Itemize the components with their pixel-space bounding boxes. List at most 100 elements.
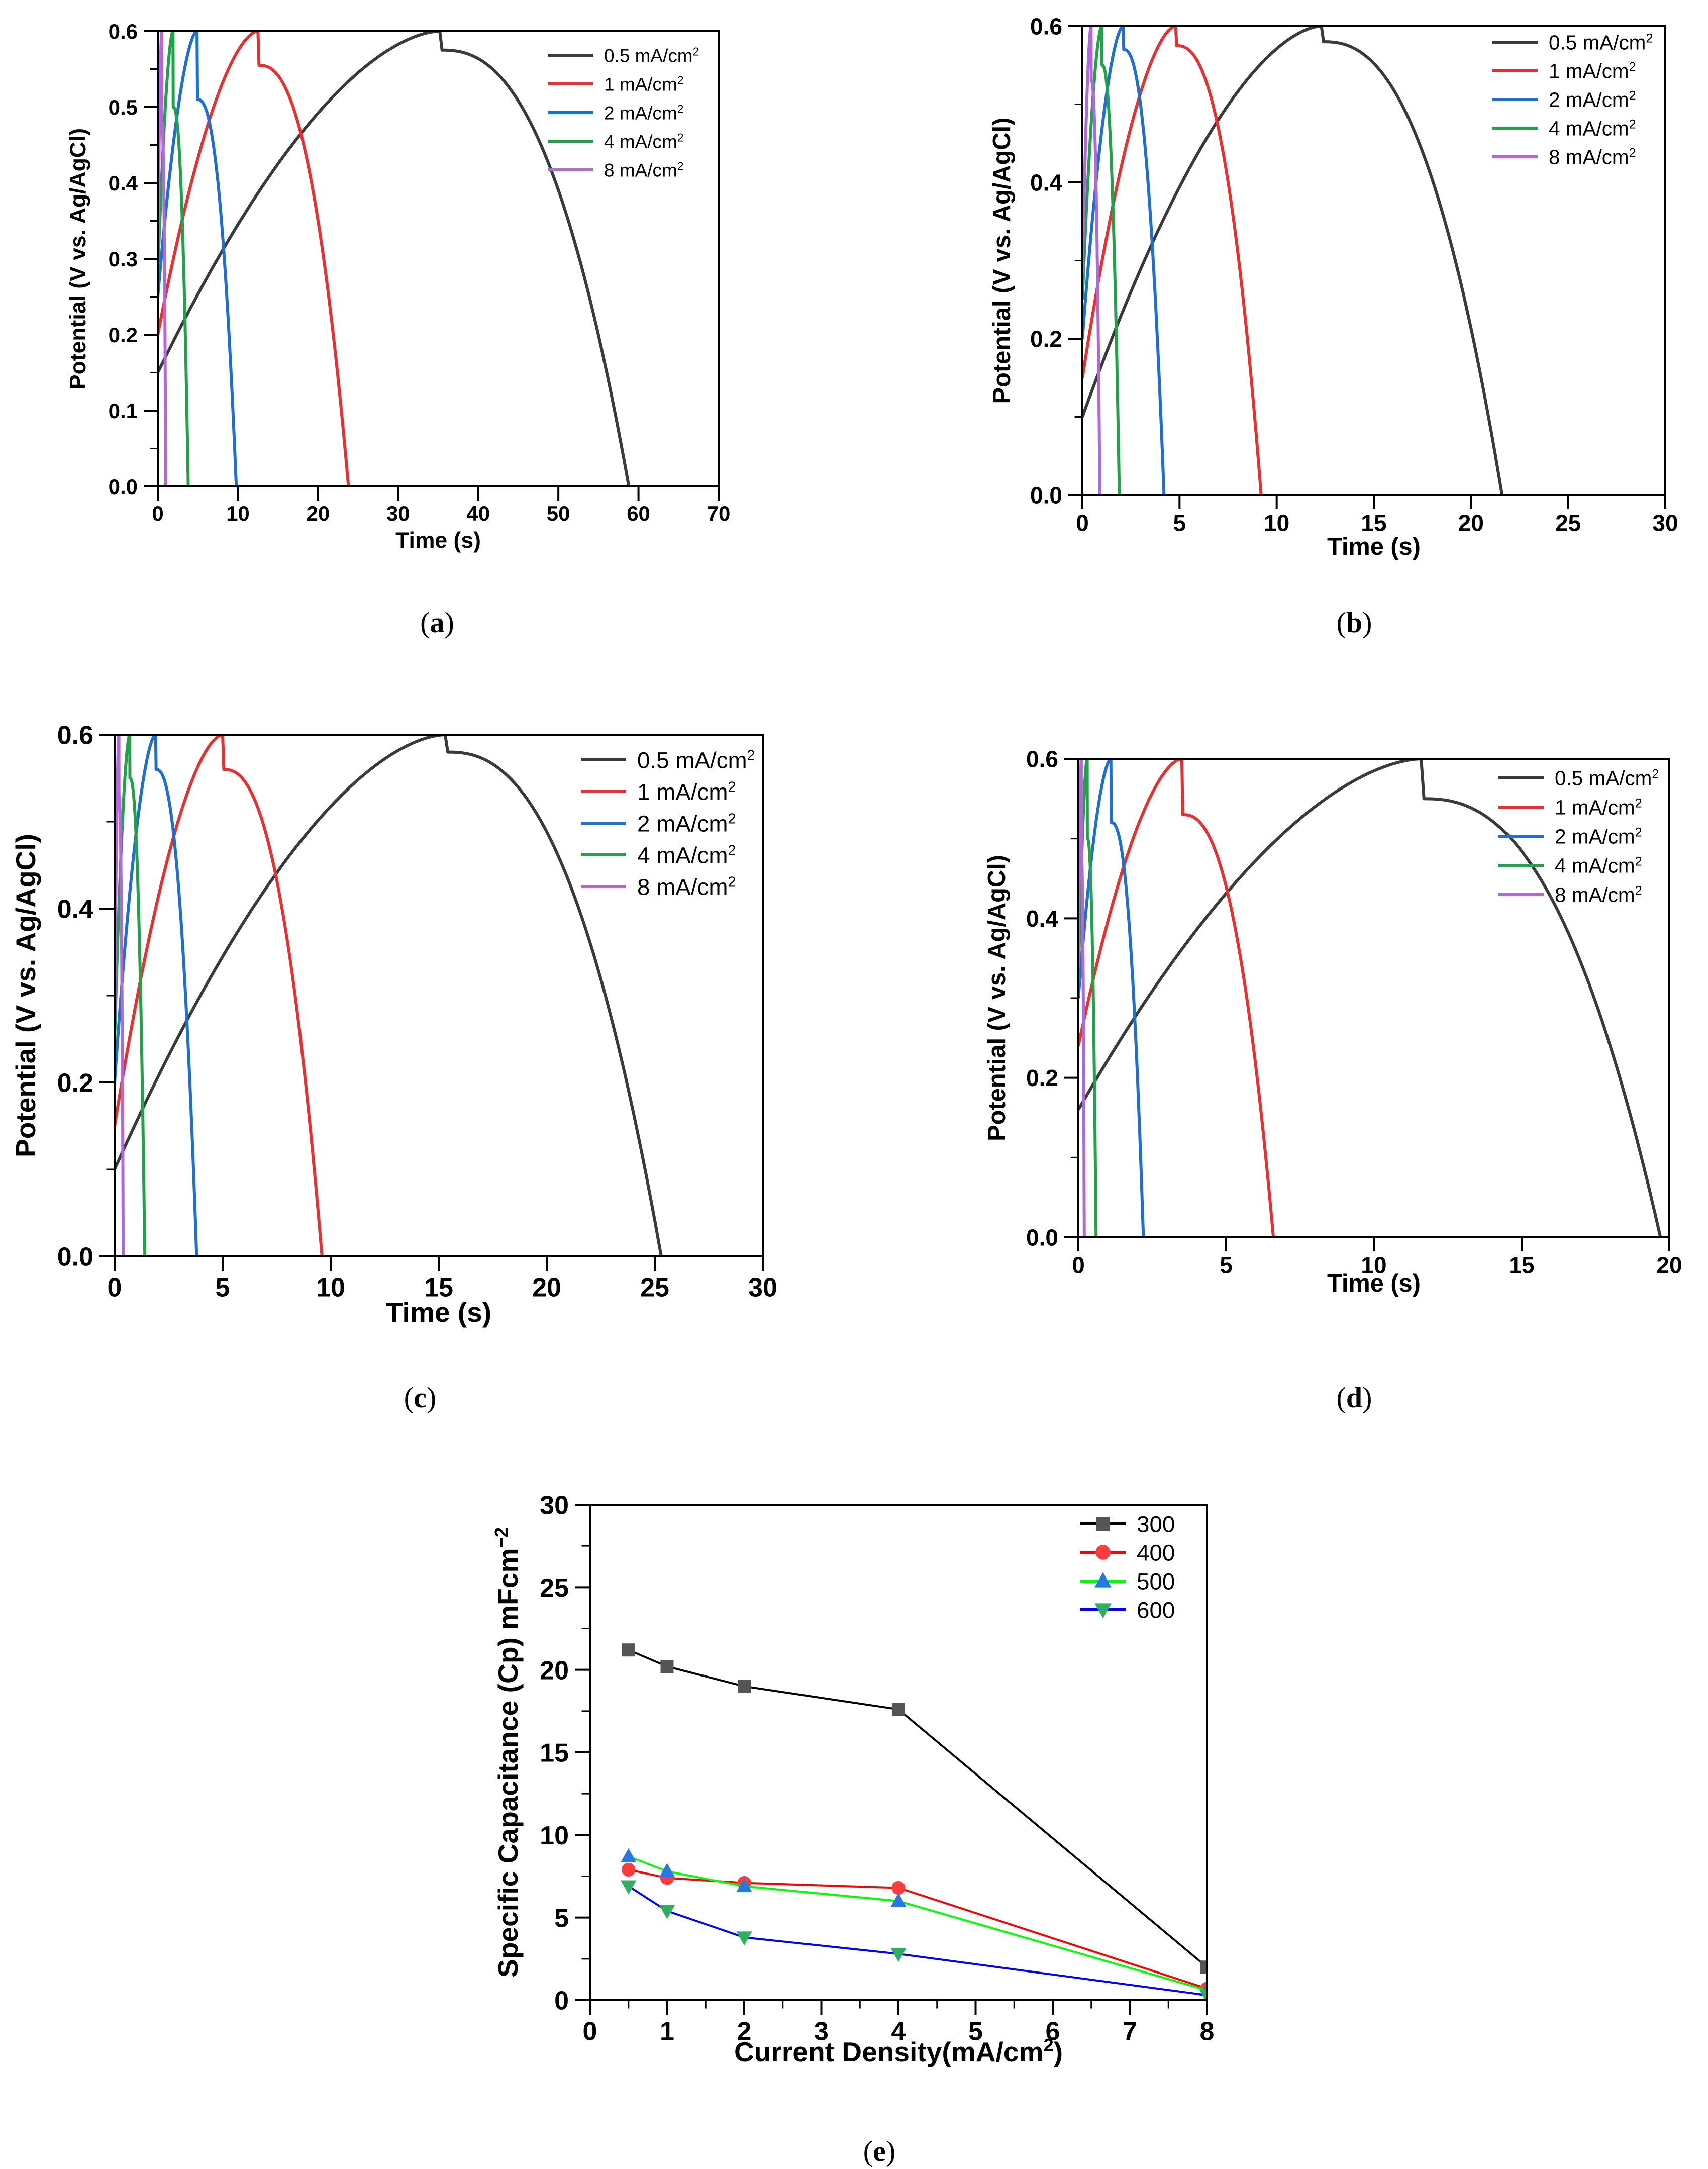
series-line [1082, 25, 1121, 496]
x-tick-label: 3 [814, 2017, 829, 2046]
y-axis-title: Potential (V vs. Ag/AgCl) [988, 118, 1016, 404]
x-tick-label: 5 [1173, 510, 1186, 536]
x-tick-label: 20 [1458, 510, 1484, 536]
legend-label: 400 [1137, 1540, 1175, 1565]
legend-label-base: 1 mA/cm [604, 74, 677, 94]
x-axis-title: Time (s) [386, 1297, 491, 1328]
legend-label-sup: 2 [1652, 767, 1659, 781]
series-group [115, 734, 663, 1257]
legend-item: 0.5 mA/cm2 [1498, 767, 1659, 790]
chart-panels: 0 10 20 30 40 50 60 700.00.10.20.30.40.50.6Time… [10, 14, 1682, 2067]
legend-label-sup: 2 [728, 811, 736, 827]
legend-label: 8 mA/cm2 [1555, 883, 1642, 907]
legend-label-base: 4 mA/cm [1555, 854, 1635, 877]
panel-caption: (a) [420, 606, 454, 639]
legend-item: 600 [1080, 1597, 1175, 1623]
legend-label-sup: 2 [1635, 884, 1642, 898]
x-tick-label: 2 [737, 2017, 752, 2046]
legend-label-sup: 2 [677, 73, 684, 86]
x-tick-label: 8 [1200, 2017, 1215, 2046]
legend-item: 4 mA/cm2 [1498, 854, 1642, 877]
x-tick-label: 30 [386, 502, 410, 525]
legend-item: 1 mA/cm2 [1492, 60, 1636, 83]
x-tick-label: 30 [748, 1273, 777, 1302]
x-axis-title: Time (s) [1327, 533, 1421, 560]
x-tick-label: 0 [583, 2017, 597, 2046]
legend-label-sup: 2 [693, 45, 699, 58]
x-axis-title: Time (s) [395, 528, 481, 553]
y-axis-title: Specific Capacitance (Cp) mFcm−2 [491, 1527, 524, 1978]
x-tick-label: 25 [1555, 510, 1581, 536]
chart-panel: 0 5 10 15 20 0.0 0.2 0.4 0.6 Time (s) Potential (V… [983, 746, 1682, 1297]
legend-label-base: 0.5 mA/cm [1549, 31, 1646, 54]
x-tick-label: 10 [1361, 1252, 1386, 1278]
series-line [115, 734, 198, 1257]
data-point-marker [660, 1660, 674, 1673]
y-tick-label: 5 [554, 1904, 569, 1933]
y-tick-label: 0.6 [57, 721, 93, 750]
x-tick-label: 50 [547, 502, 570, 525]
series-line [1082, 25, 1101, 496]
legend-label-sup: 2 [1629, 89, 1636, 103]
legend-item: 1 mA/cm2 [1498, 796, 1642, 819]
x-tick-label: 20 [532, 1273, 561, 1302]
legend-item: 0.5 mA/cm2 [548, 45, 699, 66]
y-tick-label: 0.5 [109, 95, 138, 119]
legend-label-sup: 2 [1629, 118, 1636, 132]
data-point-marker [890, 1948, 907, 1962]
y-tick-label: 10 [540, 1821, 569, 1850]
x-tick-label: 7 [1123, 2017, 1137, 2046]
x-tick-label: 5 [216, 1273, 230, 1302]
legend-label-base: 0.5 mA/cm [637, 747, 747, 773]
x-tick-label: 40 [466, 502, 490, 525]
legend-label-sup: 2 [677, 159, 684, 172]
legend-label-base: 0.5 mA/cm [604, 45, 693, 66]
chart-panel: 0 5 10 15 20 25 30 0.0 0.2 0.4 0.6 Time (s) Potentia… [10, 721, 777, 1328]
x-tick-label: 20 [1656, 1252, 1682, 1278]
legend-item: 500 [1080, 1568, 1175, 1594]
legend-label-sup: 2 [1629, 60, 1636, 74]
series-line [115, 734, 125, 1257]
legend-item: 8 mA/cm2 [1498, 883, 1642, 907]
y-tick-label: 0.0 [57, 1243, 93, 1272]
x-tick-label: 15 [424, 1273, 453, 1302]
x-tick-label: 6 [1046, 2017, 1060, 2046]
legend-label: 2 mA/cm2 [1555, 825, 1642, 848]
y-tick-label: 0.4 [57, 895, 93, 924]
legend-item: 0.5 mA/cm2 [1492, 31, 1653, 54]
legend-label-base: 1 mA/cm [1549, 60, 1629, 83]
legend-item: 300 [1080, 1511, 1175, 1537]
legend-label: 4 mA/cm2 [637, 842, 736, 868]
legend-label: 8 mA/cm2 [604, 159, 684, 180]
legend-item: 400 [1080, 1540, 1175, 1565]
data-point-marker [736, 1878, 752, 1892]
x-tick-label: 70 [707, 502, 731, 525]
x-tick-label: 20 [306, 502, 330, 525]
legend-label-base: 8 mA/cm [604, 160, 677, 180]
x-tick-label: 0 [1076, 510, 1089, 536]
y-axis-title: Potential (V vs. Ag/AgCl) [10, 834, 41, 1157]
legend-item: 8 mA/cm2 [548, 159, 684, 180]
legend-label: 4 mA/cm2 [604, 131, 684, 152]
chart-panel: 0 10 20 30 40 50 60 70 0.0 0.1 0.2 0.3 0.4 0.5 0.6 Time… [66, 20, 730, 553]
series-line [158, 30, 238, 487]
x-tick-label: 10 [226, 502, 250, 525]
data-point-marker [659, 1863, 675, 1878]
legend-label-base: 8 mA/cm [1549, 146, 1629, 169]
x-tick-label: 4 [891, 2017, 906, 2046]
legend-label: 0.5 mA/cm2 [604, 45, 699, 66]
legend-label-base: 8 mA/cm [1555, 883, 1635, 907]
panel-caption: (b) [1337, 606, 1372, 639]
legend-label: 2 mA/cm2 [604, 102, 684, 123]
data-point-marker [1199, 1989, 1207, 2001]
chart-panel: 0 1 2 3 4 5 6 7 8 0 5 10 15 20 25 30 Current Density(mA/… [491, 1491, 1215, 2067]
legend-label-sup: 2 [677, 102, 684, 115]
legend-label-sup: 2 [747, 747, 755, 763]
legend-item: 2 mA/cm2 [1498, 825, 1642, 848]
data-point-marker [622, 1862, 636, 1877]
data-point-marker [1094, 1603, 1112, 1619]
series-group [1082, 25, 1504, 496]
y-tick-label: 0.2 [57, 1069, 93, 1098]
data-point-marker [890, 1893, 907, 1907]
